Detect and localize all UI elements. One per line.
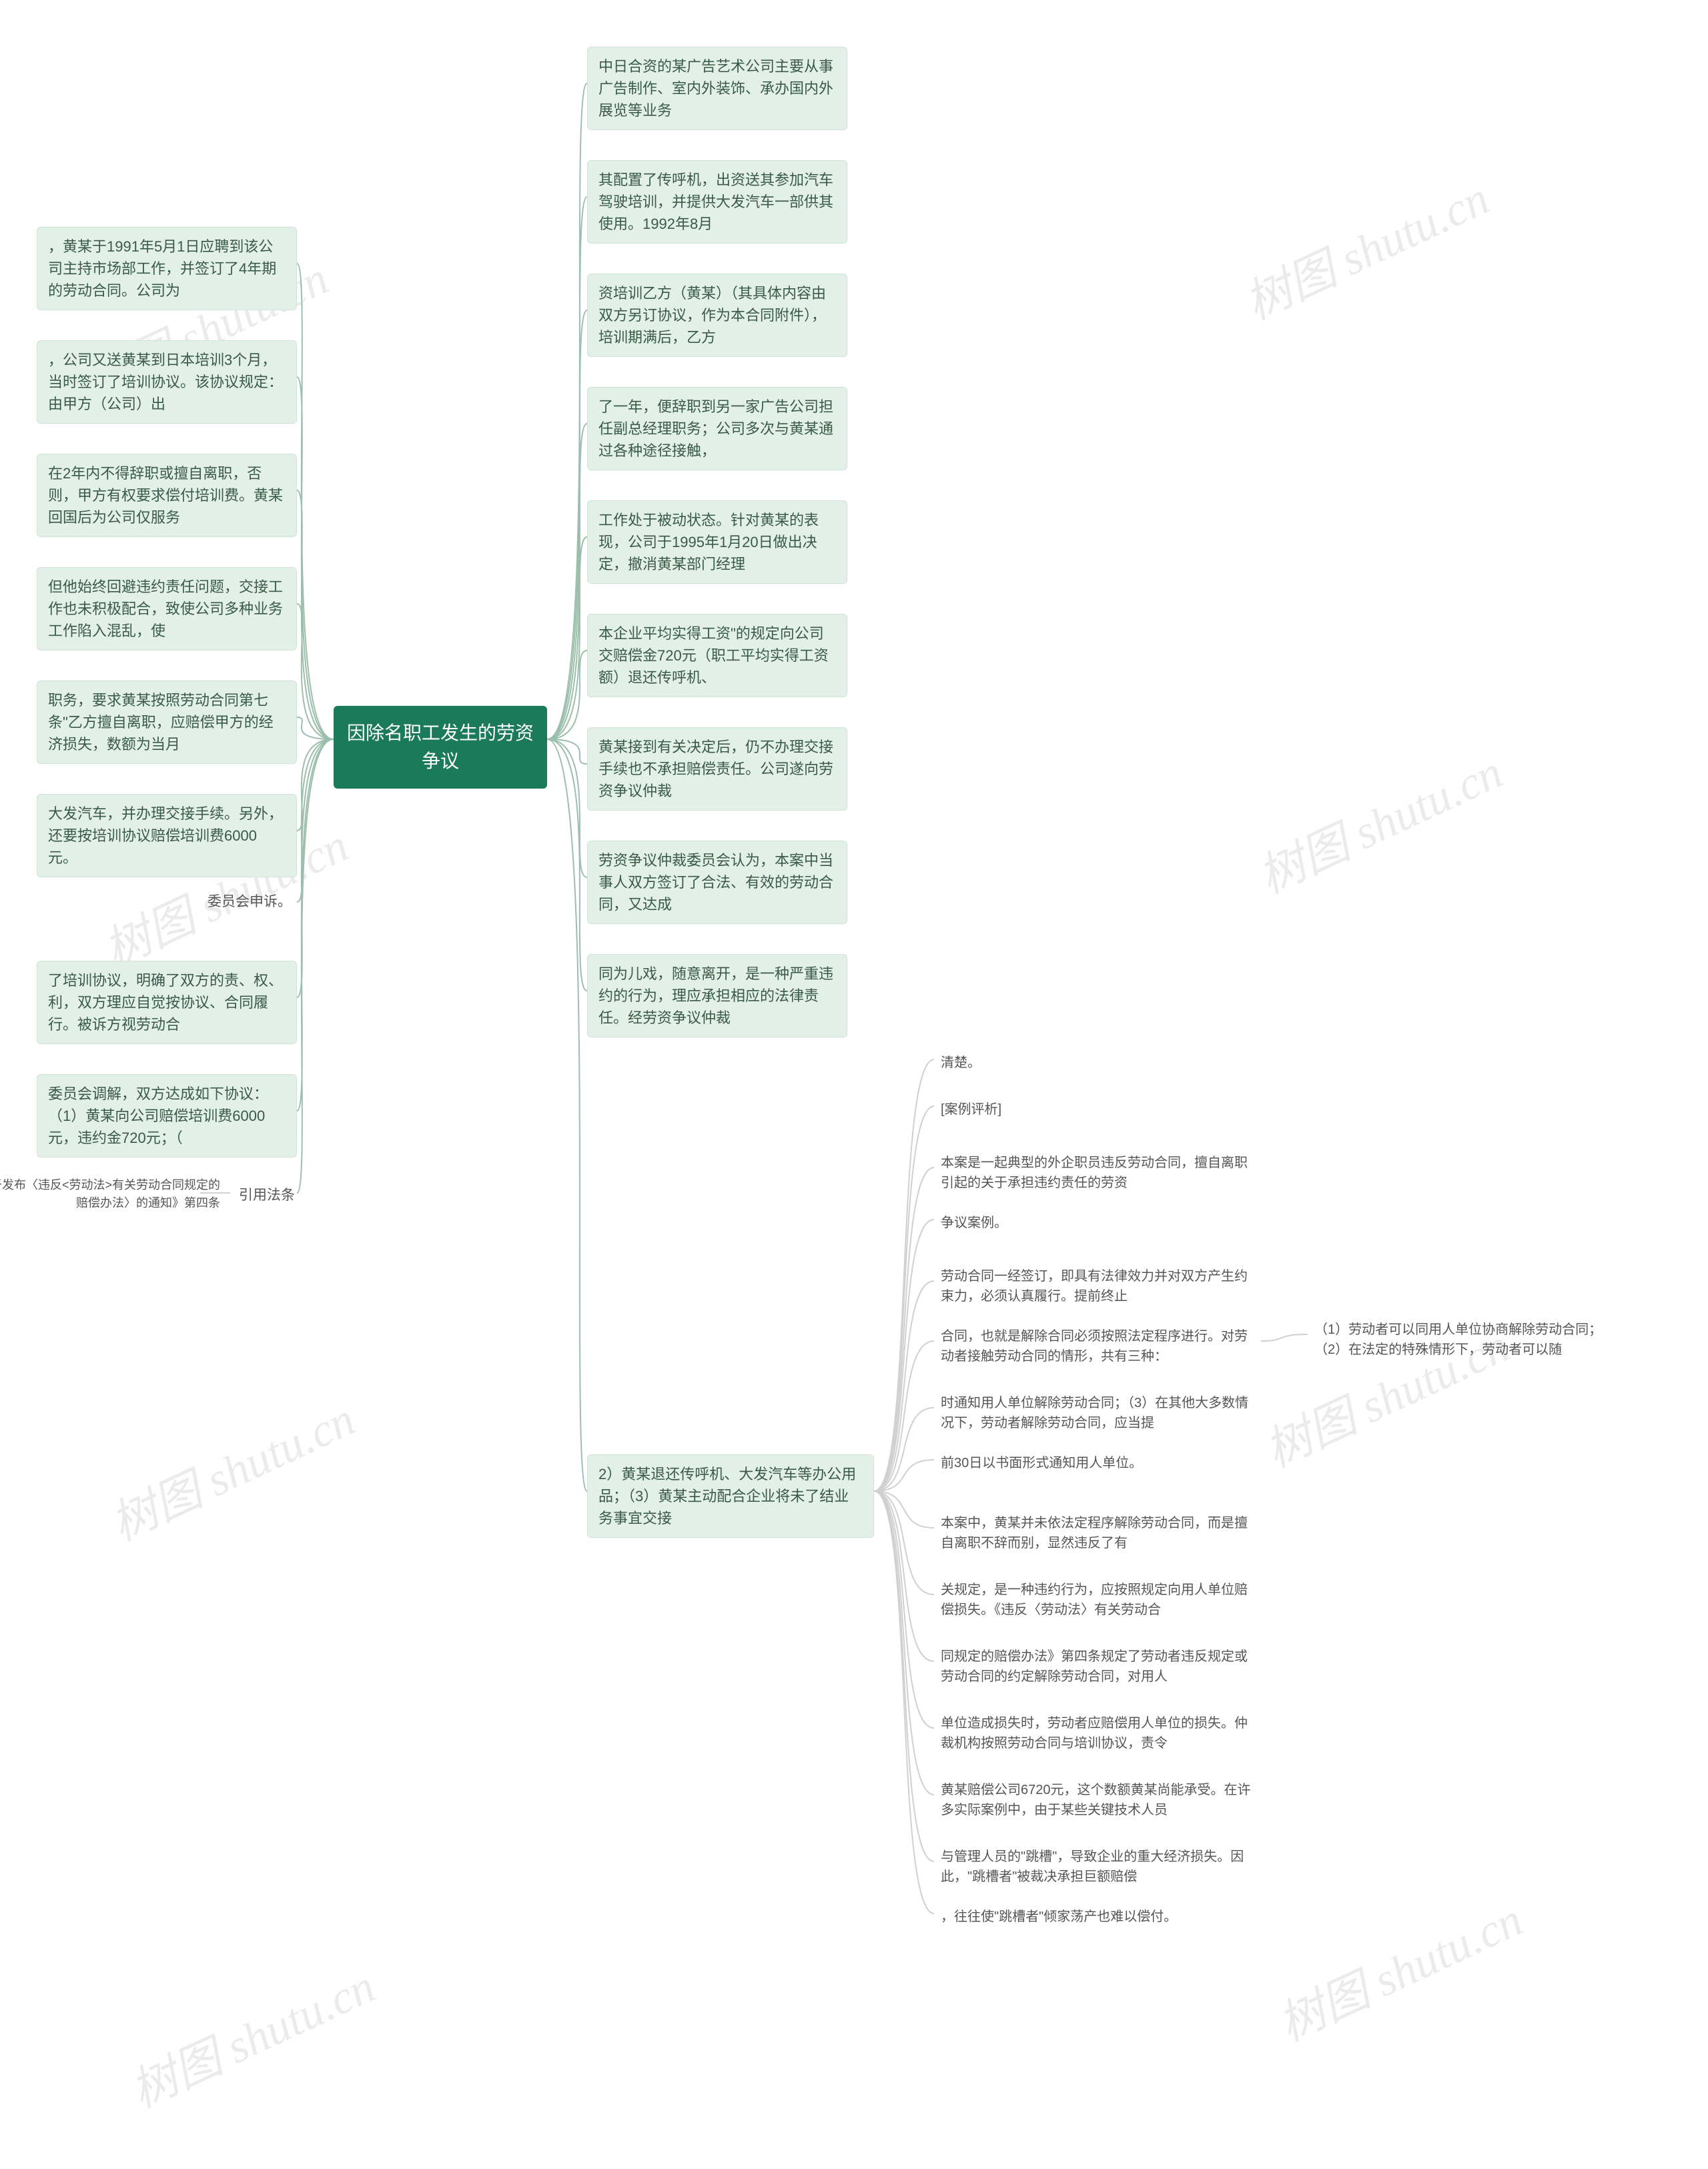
child-node[interactable]: 时通知用人单位解除劳动合同；（3）在其他大多数情况下，劳动者解除劳动合同，应当提: [934, 1388, 1261, 1438]
left-node[interactable]: 大发汽车，并办理交接手续。另外，还要按培训协议赔偿培训费6000元。: [37, 794, 297, 877]
child-node[interactable]: [案例评析]: [934, 1094, 1261, 1125]
child-node[interactable]: 劳动合同一经签订，即具有法律效力并对双方产生约束力，必须认真履行。提前终止: [934, 1261, 1261, 1312]
child-node[interactable]: 前30日以书面形式通知用人单位。: [934, 1448, 1261, 1478]
right-node-wide[interactable]: 2）黄某退还传呼机、大发汽车等办公用品；（3）黄某主动配合企业将未了结业务事宜交…: [587, 1454, 874, 1538]
left-node[interactable]: 了培训协议，明确了双方的责、权、利，双方理应自觉按协议、合同履行。被诉方视劳动合: [37, 961, 297, 1044]
child-node[interactable]: 黄某赔偿公司6720元，这个数额黄某尚能承受。在许多实际案例中，由于某些关键技术…: [934, 1775, 1261, 1825]
watermark: 树图 shutu.cn: [1246, 735, 1512, 907]
grandchild-node[interactable]: （1）劳动者可以同用人单位协商解除劳动合同； （2）在法定的特殊情形下，劳动者可…: [1308, 1314, 1615, 1365]
right-node[interactable]: 黄某接到有关决定后，仍不办理交接手续也不承担赔偿责任。公司遂向劳资争议仲裁: [587, 727, 847, 811]
right-node[interactable]: 劳资争议仲裁委员会认为，本案中当事人双方签订了合法、有效的劳动合同，又达成: [587, 841, 847, 924]
left-node[interactable]: 职务，要求黄某按照劳动合同第七条"乙方擅自离职，应赔偿甲方的经济损失，数额为当月: [37, 681, 297, 764]
right-node[interactable]: 资培训乙方（黄某）（其具体内容由双方另订协议，作为本合同附件），培训期满后，乙方: [587, 274, 847, 357]
child-node[interactable]: ，往往使"跳槽者"倾家荡产也难以偿付。: [934, 1901, 1261, 1932]
root-node[interactable]: 因除名职工发生的劳资争议: [334, 706, 547, 789]
right-node[interactable]: 同为儿戏，随意离开，是一种严重违约的行为，理应承担相应的法律责任。经劳资争议仲裁: [587, 954, 847, 1037]
left-node[interactable]: ，黄某于1991年5月1日应聘到该公司主持市场部工作，并签订了4年期的劳动合同。…: [37, 227, 297, 310]
right-node[interactable]: 了一年，便辞职到另一家广告公司担任副总经理职务；公司多次与黄某通过各种途径接触，: [587, 387, 847, 470]
left-node[interactable]: 在2年内不得辞职或擅自离职，否则，甲方有权要求偿付培训费。黄某回国后为公司仅服务: [37, 454, 297, 537]
mindmap-canvas: 树图 shutu.cn 树图 shutu.cn 树图 shutu.cn 树图 s…: [0, 0, 1708, 2169]
child-node[interactable]: 单位造成损失时，劳动者应赔偿用人单位的损失。仲裁机构按照劳动合同与培训协议，责令: [934, 1708, 1261, 1759]
left-node[interactable]: 但他始终回避违约责任问题，交接工作也未积极配合，致使公司多种业务工作陷入混乱，使: [37, 567, 297, 650]
left-ref-text: [1]《劳动部关于发布〈违反<劳动法>有关劳动合同规定的赔偿办法〉的通知》第四条: [0, 1171, 227, 1218]
left-node-plain[interactable]: 委员会申诉。: [170, 887, 297, 917]
left-node[interactable]: 委员会调解，双方达成如下协议：（1）黄某向公司赔偿培训费6000元，违约金720…: [37, 1074, 297, 1158]
right-node[interactable]: 本企业平均实得工资"的规定向公司交赔偿金720元（职工平均实得工资额）退还传呼机…: [587, 614, 847, 697]
right-node[interactable]: 工作处于被动状态。针对黄某的表现，公司于1995年1月20日做出决定，撤消黄某部…: [587, 500, 847, 584]
watermark: 树图 shutu.cn: [118, 1949, 384, 2122]
left-ref-label[interactable]: 引用法条: [234, 1181, 300, 1210]
child-node[interactable]: 与管理人员的"跳槽"，导致企业的重大经济损失。因此，"跳槽者"被裁决承担巨额赔偿: [934, 1841, 1261, 1892]
child-node[interactable]: 关规定，是一种违约行为，应按照规定向用人单位赔偿损失。《违反〈劳动法〉有关劳动合: [934, 1575, 1261, 1625]
watermark: 树图 shutu.cn: [1266, 1883, 1532, 2055]
right-node[interactable]: 其配置了传呼机，出资送其参加汽车驾驶培训，并提供大发汽车一部供其使用。1992年…: [587, 160, 847, 244]
watermark: 树图 shutu.cn: [1232, 161, 1499, 334]
child-node[interactable]: 本案是一起典型的外企职员违反劳动合同，擅自离职引起的关于承担违约责任的劳资: [934, 1148, 1261, 1198]
watermark: 树图 shutu.cn: [98, 1382, 364, 1555]
child-node[interactable]: 本案中，黄某并未依法定程序解除劳动合同，而是擅自离职不辞而别，显然违反了有: [934, 1508, 1261, 1559]
left-node[interactable]: ，公司又送黄某到日本培训3个月，当时签订了培训协议。该协议规定：由甲方（公司）出: [37, 340, 297, 424]
child-node[interactable]: 合同，也就是解除合同必须按照法定程序进行。对劳动者接触劳动合同的情形，共有三种：: [934, 1321, 1261, 1372]
right-node[interactable]: 中日合资的某广告艺术公司主要从事广告制作、室内外装饰、承办国内外展览等业务: [587, 47, 847, 130]
child-node[interactable]: 争议案例。: [934, 1208, 1261, 1238]
child-node[interactable]: 同规定的赔偿办法》第四条规定了劳动者违反规定或劳动合同的约定解除劳动合同，对用人: [934, 1641, 1261, 1692]
child-node[interactable]: 清楚。: [934, 1047, 1261, 1078]
